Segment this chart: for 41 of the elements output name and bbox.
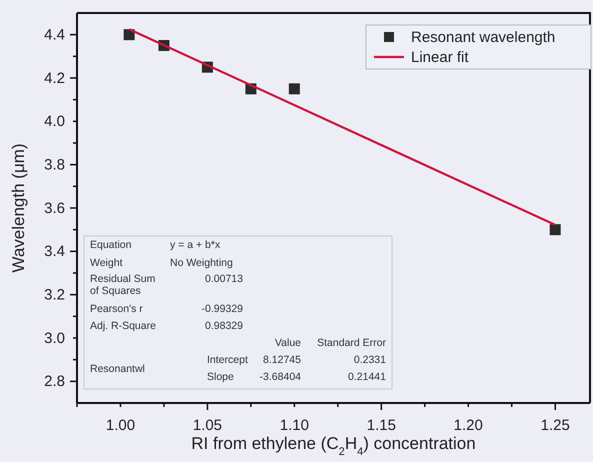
y-tick-label: 3.4 xyxy=(44,243,65,260)
y-tick-label: 3.8 xyxy=(44,156,65,174)
y-tick-label: 4.0 xyxy=(44,113,65,130)
annotation: Equation xyxy=(90,239,132,251)
annotation: Value xyxy=(274,337,302,349)
y-axis-title: Wavelength (μm) xyxy=(9,143,28,273)
legend-label: Resonant wavelength xyxy=(411,29,556,46)
annotation: Intercept xyxy=(207,354,248,366)
x-tick-label: 1.00 xyxy=(106,417,136,434)
annotation: 0.2331 xyxy=(354,354,386,366)
y-tick-label: 4.2 xyxy=(44,70,65,87)
y-tick-label: 3.6 xyxy=(44,200,65,217)
y-tick-label: 2.8 xyxy=(44,373,65,390)
x-tick-label: 1.20 xyxy=(454,417,483,434)
annotation: 0.98329 xyxy=(205,320,244,332)
annotation: Residual Sum xyxy=(90,273,156,285)
annotation: y = a + b*x xyxy=(170,239,221,251)
annotation: Weight xyxy=(90,257,123,269)
y-tick-label: 4.4 xyxy=(44,26,65,44)
annotation: of Squares xyxy=(90,285,141,297)
annotation: Adj. R-Square xyxy=(90,320,156,332)
legend-label: Linear fit xyxy=(411,49,470,66)
annotation: Slope xyxy=(207,371,234,383)
x-axis-title: RI from ethylene (C$_{2}$H$_{4}$) concentration xyxy=(191,434,476,458)
annotation: 0.00713 xyxy=(205,273,244,285)
annotation: No Weighting xyxy=(170,257,233,269)
annotation: Resonantwl xyxy=(90,363,145,375)
point xyxy=(288,83,300,94)
x-tick-label: 1.15 xyxy=(366,417,396,434)
y-tick-label: 3.2 xyxy=(44,286,65,304)
x-tick-label: 1.25 xyxy=(540,417,570,434)
x-tick-label: 1.10 xyxy=(280,417,309,434)
annotation: 8.12745 xyxy=(263,354,302,366)
point xyxy=(550,224,561,236)
y-tick-label: 3.0 xyxy=(44,330,65,347)
annotation: -0.99329 xyxy=(202,303,244,315)
annotation: -3.68404 xyxy=(260,371,302,383)
annotation: 0.21441 xyxy=(348,371,386,383)
x-tick-label: 1.05 xyxy=(192,417,222,434)
annotation: Standard Error xyxy=(317,337,386,349)
annotation: Pearson's r xyxy=(90,303,144,315)
